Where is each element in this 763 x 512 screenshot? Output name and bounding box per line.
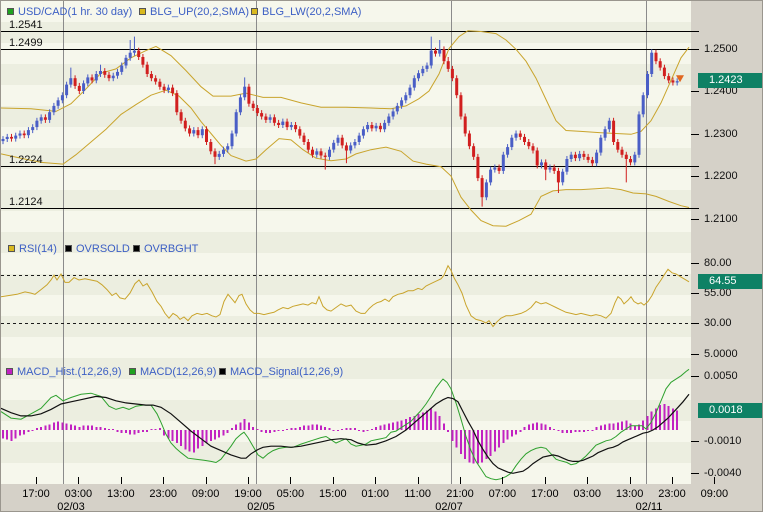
macd-series-swatch-icon bbox=[129, 368, 136, 375]
time-label: 09:00 bbox=[191, 488, 220, 500]
axis-ticks bbox=[36, 31, 715, 484]
rsi-threshold-lines bbox=[1, 275, 691, 324]
time-label: 15:00 bbox=[319, 488, 347, 500]
plot-background bbox=[1, 1, 691, 484]
macd-axis-label: 5.0000 bbox=[704, 348, 738, 360]
time-label: 23:00 bbox=[658, 488, 686, 500]
price-axis-label: 1.2300 bbox=[704, 128, 738, 140]
time-label: 11:00 bbox=[404, 488, 431, 500]
date-label: 02/05 bbox=[247, 501, 275, 512]
time-label: 03:00 bbox=[64, 488, 93, 500]
price-left-label: 1.2499 bbox=[9, 37, 43, 49]
bollinger-upper-series-label: BLG_UP(20,2,SMA) bbox=[150, 6, 250, 18]
macd-hist-series-label: MACD_Hist.(12,26,9) bbox=[17, 366, 122, 378]
rsi-axis-label: 80.00 bbox=[704, 257, 732, 269]
bollinger-lower-series-label: BLG_LW(20,2,SMA) bbox=[262, 6, 362, 18]
rsi-line bbox=[1, 264, 690, 328]
rsi-value-badge: 64.55 bbox=[698, 274, 762, 289]
overbought-level-swatch-icon bbox=[133, 245, 140, 252]
macd-series-label: MACD(12,26,9) bbox=[140, 366, 217, 378]
time-label: 23:00 bbox=[149, 488, 177, 500]
macd-axis-label: 0.0050 bbox=[704, 370, 738, 382]
price-axis-label: 1.2200 bbox=[704, 170, 738, 182]
last-price-badge: 1.2423 bbox=[698, 73, 762, 88]
time-label: 13:00 bbox=[615, 488, 644, 500]
time-label: 01:00 bbox=[361, 488, 389, 500]
bollinger-lower-series-swatch-icon bbox=[251, 8, 258, 15]
macd-axis-label: -0.0010 bbox=[704, 435, 742, 447]
macd-hist-value-badge: 0.0018 bbox=[698, 403, 762, 418]
time-label: 05:00 bbox=[276, 488, 305, 500]
date-label: 02/03 bbox=[57, 501, 85, 512]
time-label: 13:00 bbox=[107, 488, 135, 500]
price-axis-label: 1.2500 bbox=[704, 43, 738, 55]
time-label: 09:00 bbox=[700, 488, 729, 500]
time-label: 17:00 bbox=[22, 488, 50, 500]
price-left-label: 1.2124 bbox=[9, 196, 43, 208]
candlesticks bbox=[1, 36, 679, 207]
price-left-label: 1.2541 bbox=[9, 19, 43, 31]
rsi-series-swatch-icon bbox=[8, 245, 15, 252]
rsi-axis-label: 55.00 bbox=[704, 287, 732, 299]
price-level-lines bbox=[1, 31, 691, 209]
time-label: 21:00 bbox=[446, 488, 474, 500]
bollinger-upper-series-swatch-icon bbox=[139, 8, 146, 15]
macd-signal-series-swatch-icon bbox=[219, 368, 226, 375]
time-label: 07:00 bbox=[488, 488, 517, 500]
time-label: 17:00 bbox=[531, 488, 559, 500]
time-label: 03:00 bbox=[573, 488, 601, 500]
macd-signal-series-label: MACD_Signal(12,26,9) bbox=[230, 366, 344, 378]
last-price-marker bbox=[676, 75, 684, 83]
macd-axis-label: -0.0040 bbox=[704, 467, 742, 479]
rsi-series-label: RSI(14) bbox=[19, 243, 57, 255]
date-label: 02/11 bbox=[635, 501, 663, 512]
price-axis-label: 1.2100 bbox=[704, 213, 738, 225]
price-left-label: 1.2224 bbox=[9, 154, 43, 166]
macd-hist-series-swatch-icon bbox=[6, 368, 13, 375]
oversold-level-swatch-icon bbox=[65, 245, 72, 252]
usdcad-series-label: USD/CAD(1 hr. 30 day) bbox=[18, 6, 133, 18]
time-label: 19:00 bbox=[234, 488, 262, 500]
price-axis-label: 1.2400 bbox=[704, 85, 738, 97]
date-label: 02/07 bbox=[435, 501, 463, 512]
oversold-level-label: OVRSOLD bbox=[76, 243, 130, 255]
rsi-axis-label: 30.00 bbox=[704, 317, 732, 329]
macd-histogram bbox=[2, 404, 679, 464]
bollinger-bands bbox=[1, 30, 690, 227]
usdcad-series-swatch-icon bbox=[7, 8, 14, 15]
overbought-level-label: OVRBGHT bbox=[144, 243, 199, 255]
macd-lines bbox=[1, 368, 690, 481]
